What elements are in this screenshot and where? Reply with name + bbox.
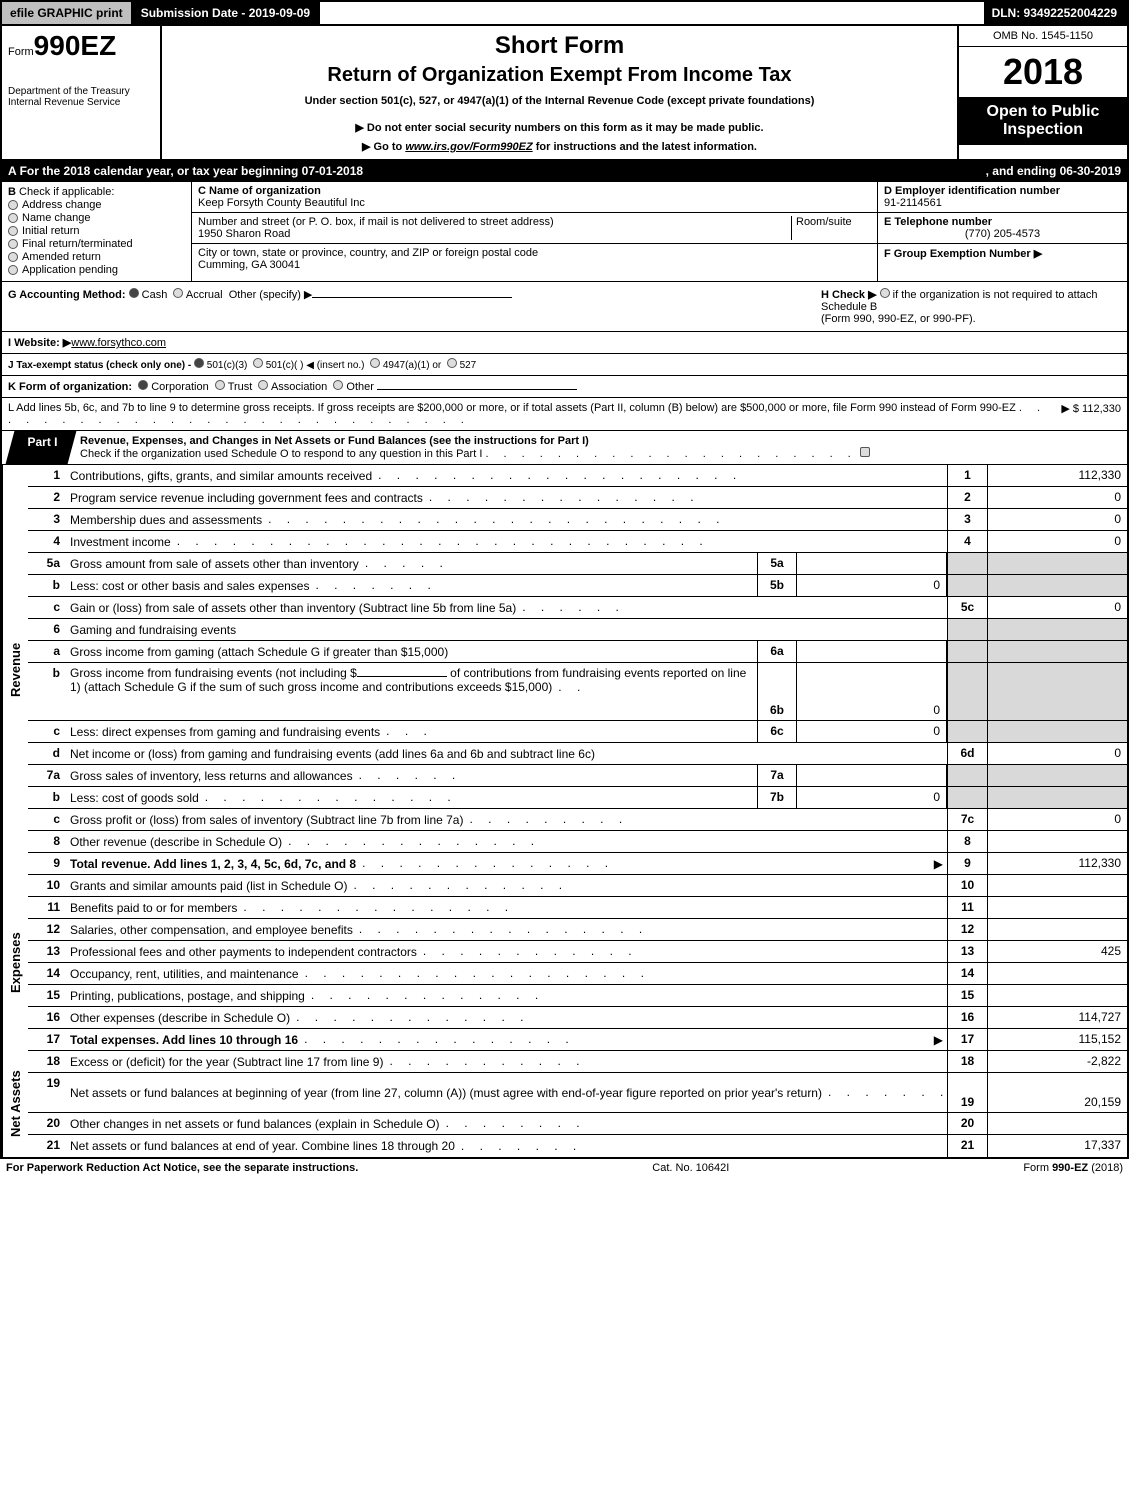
org-name: Keep Forsyth County Beautiful Inc [198, 197, 871, 209]
val-6b: 0 [797, 663, 947, 720]
website[interactable]: www.forsythco.com [71, 337, 166, 349]
return-title: Return of Organization Exempt From Incom… [168, 64, 951, 87]
amt-15 [987, 985, 1127, 1006]
efile-print-button[interactable]: efile GRAPHIC print [2, 2, 133, 24]
val-6c: 0 [797, 721, 947, 742]
amt-13: 425 [987, 941, 1127, 962]
val-7b: 0 [797, 787, 947, 808]
cat-no: Cat. No. 10642I [652, 1162, 729, 1174]
chk-initial-return[interactable]: Initial return [22, 225, 79, 237]
amt-10 [987, 875, 1127, 896]
box-c: C Name of organization Keep Forsyth Coun… [192, 182, 877, 281]
under-section: Under section 501(c), 527, or 4947(a)(1)… [168, 95, 951, 107]
tax-year: 2018 [959, 47, 1127, 97]
dept-treasury: Department of the Treasury Internal Reve… [8, 86, 154, 108]
chk-other[interactable] [333, 380, 343, 390]
amt-3: 0 [987, 509, 1127, 530]
goto-instructions: ▶ Go to www.irs.gov/Form990EZ for instru… [168, 140, 951, 153]
form-number: Form990EZ [8, 30, 154, 62]
chk-application-pending[interactable]: Application pending [22, 264, 118, 276]
net-assets-label: Net Assets [2, 1051, 28, 1157]
amt-14 [987, 963, 1127, 984]
revenue-label: Revenue [2, 465, 28, 875]
line-k: K Form of organization: Corporation Trus… [0, 376, 1129, 398]
chk-address-change[interactable]: Address change [22, 199, 102, 211]
val-5b: 0 [797, 575, 947, 596]
phone: (770) 205-4573 [884, 228, 1121, 240]
chk-schedule-b[interactable] [880, 288, 890, 298]
line-j: J Tax-exempt status (check only one) - 5… [0, 354, 1129, 376]
chk-cash[interactable] [129, 288, 139, 298]
chk-final-return[interactable]: Final return/terminated [22, 238, 133, 250]
form-header: Form990EZ Department of the Treasury Int… [0, 26, 1129, 161]
amt-12 [987, 919, 1127, 940]
footer: For Paperwork Reduction Act Notice, see … [0, 1159, 1129, 1177]
amt-20 [987, 1113, 1127, 1134]
open-public-inspection: Open to Public Inspection [959, 97, 1127, 145]
line-i: I Website: ▶www.forsythco.com [0, 332, 1129, 354]
amt-17: 115,152 [987, 1029, 1127, 1050]
gross-receipts: ▶ $ 112,330 [1061, 402, 1121, 426]
line-l: L Add lines 5b, 6c, and 7b to line 9 to … [0, 398, 1129, 431]
chk-501c[interactable] [253, 358, 263, 368]
revenue-section: Revenue 1Contributions, gifts, grants, a… [0, 465, 1129, 875]
form-ref: Form 990-EZ (2018) [1023, 1162, 1123, 1174]
amt-4: 0 [987, 531, 1127, 552]
ssn-warning: ▶ Do not enter social security numbers o… [168, 121, 951, 134]
line-g-h: G Accounting Method: Cash Accrual Other … [0, 282, 1129, 332]
submission-date-label: Submission Date - 2019-09-09 [133, 2, 320, 24]
chk-4947[interactable] [370, 358, 380, 368]
amt-5c: 0 [987, 597, 1127, 618]
part-1-header: Part I Revenue, Expenses, and Changes in… [0, 431, 1129, 465]
short-form-title: Short Form [168, 32, 951, 60]
amt-7c: 0 [987, 809, 1127, 830]
chk-schedule-o[interactable] [860, 447, 870, 457]
amt-11 [987, 897, 1127, 918]
chk-527[interactable] [447, 358, 457, 368]
chk-accrual[interactable] [173, 288, 183, 298]
chk-corporation[interactable] [138, 380, 148, 390]
org-street: 1950 Sharon Road [198, 228, 791, 240]
amt-9: 112,330 [987, 853, 1127, 874]
chk-trust[interactable] [215, 380, 225, 390]
irs-link[interactable]: www.irs.gov/Form990EZ [405, 141, 532, 153]
amt-8 [987, 831, 1127, 852]
org-city: Cumming, GA 30041 [198, 259, 871, 271]
amt-1: 112,330 [987, 465, 1127, 486]
box-e: E Telephone number (770) 205-4573 [878, 213, 1127, 244]
amt-19: 20,159 [987, 1073, 1127, 1112]
box-d: D Employer identification number 91-2114… [878, 182, 1127, 213]
expenses-label: Expenses [2, 875, 28, 1051]
line-a: A For the 2018 calendar year, or tax yea… [0, 161, 1129, 182]
dln-label: DLN: 93492252004229 [984, 2, 1127, 24]
chk-amended-return[interactable]: Amended return [22, 251, 101, 263]
omb-number: OMB No. 1545-1150 [959, 26, 1127, 47]
amt-6d: 0 [987, 743, 1127, 764]
chk-name-change[interactable]: Name change [22, 212, 91, 224]
top-bar: efile GRAPHIC print Submission Date - 20… [0, 0, 1129, 26]
org-info-block: B Check if applicable: Address change Na… [0, 182, 1129, 282]
net-assets-section: Net Assets 18Excess or (deficit) for the… [0, 1051, 1129, 1159]
chk-501c3[interactable] [194, 358, 204, 368]
amt-18: -2,822 [987, 1051, 1127, 1072]
room-suite: Room/suite [791, 216, 871, 240]
box-f: F Group Exemption Number ▶ [878, 244, 1127, 263]
amt-2: 0 [987, 487, 1127, 508]
amt-16: 114,727 [987, 1007, 1127, 1028]
expenses-section: Expenses 10Grants and similar amounts pa… [0, 875, 1129, 1051]
paperwork-notice: For Paperwork Reduction Act Notice, see … [6, 1162, 358, 1174]
chk-association[interactable] [258, 380, 268, 390]
amt-21: 17,337 [987, 1135, 1127, 1157]
ein: 91-2114561 [884, 197, 1121, 209]
box-b: B Check if applicable: Address change Na… [2, 182, 192, 281]
